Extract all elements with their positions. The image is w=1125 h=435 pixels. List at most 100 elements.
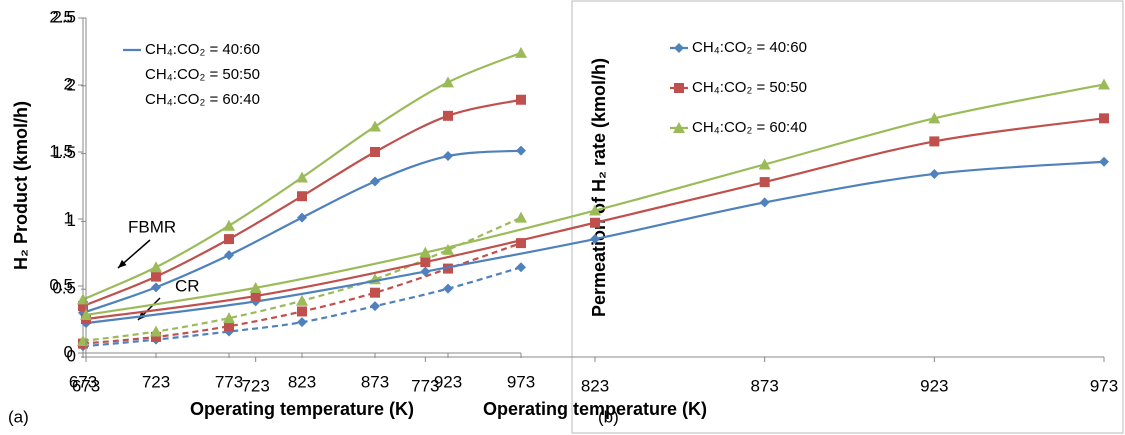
annotation: FBMR: [128, 217, 176, 236]
marker: [1099, 156, 1109, 167]
x-tick-label: 923: [920, 376, 948, 395]
y-axis-title: H₂ Product (kmol/h): [11, 101, 31, 270]
marker: [674, 83, 684, 93]
marker: [150, 325, 162, 337]
marker: [516, 262, 526, 273]
y-axis-title: Permeation of H₂ rate (kmol/h): [589, 58, 609, 317]
arrow-head: [118, 259, 127, 268]
marker: [150, 261, 162, 273]
y-tick-label: 2: [67, 75, 76, 94]
marker: [224, 250, 234, 261]
marker: [759, 197, 770, 208]
marker: [1099, 113, 1109, 124]
marker: [370, 176, 380, 187]
x-tick-label: 873: [750, 376, 778, 395]
legend-label: CH₄:CO₂ = 40:60: [692, 39, 807, 56]
marker: [151, 271, 161, 282]
marker: [590, 234, 600, 245]
x-tick-label: 823: [288, 372, 316, 391]
panel-frame: [571, 0, 1124, 434]
x-tick-label: 723: [142, 372, 170, 391]
marker: [80, 308, 92, 320]
marker: [589, 204, 601, 216]
marker: [443, 263, 453, 274]
panel-label: (a): [8, 407, 29, 426]
panel-label: (b): [598, 407, 619, 426]
marker: [370, 147, 380, 157]
x-tick-label: 973: [1090, 376, 1118, 395]
annotation: CR: [175, 276, 200, 295]
marker: [296, 171, 308, 183]
x-tick-label: 923: [434, 372, 462, 391]
series-line: [82, 98, 522, 308]
marker: [297, 191, 307, 202]
marker: [516, 238, 526, 249]
marker: [223, 312, 235, 324]
marker: [442, 76, 454, 88]
x-axis-title: Operating temperature (K): [190, 399, 414, 419]
marker: [151, 331, 161, 342]
marker: [929, 136, 940, 147]
marker: [296, 294, 308, 306]
marker: [443, 283, 453, 294]
y-tick-label: 0: [67, 346, 76, 365]
marker: [223, 219, 235, 231]
legend-label: CH₄:CO₂ = 50:50: [145, 66, 260, 83]
x-tick-label: 673: [69, 372, 97, 391]
marker: [515, 211, 527, 223]
y-tick-label: 2.5: [49, 7, 73, 26]
marker: [151, 282, 161, 293]
legend-label: CH₄:CO₂ = 60:40: [692, 119, 807, 136]
y-tick-label: 1.5: [49, 141, 73, 160]
marker: [420, 266, 431, 277]
marker: [928, 112, 941, 124]
legend-label: CH₄:CO₂ = 60:40: [145, 91, 260, 108]
x-tick-label: 773: [411, 376, 439, 395]
y-tick-label: 0.5: [49, 275, 73, 294]
marker: [442, 243, 454, 255]
marker: [297, 212, 307, 223]
marker: [370, 301, 380, 312]
marker: [673, 122, 685, 133]
legend-label: CH₄:CO₂ = 50:50: [692, 79, 807, 96]
marker: [420, 257, 431, 268]
y-tick-label: 0.5: [52, 279, 76, 298]
y-tick-label: 2: [64, 74, 73, 93]
marker: [443, 151, 453, 162]
marker: [419, 246, 432, 258]
x-tick-label: 723: [241, 376, 269, 395]
marker: [674, 43, 684, 53]
x-tick-label: 673: [72, 376, 100, 395]
marker: [224, 321, 234, 332]
x-tick-label: 973: [507, 372, 535, 391]
marker: [516, 145, 526, 156]
x-axis-title: Operating temperature (K): [483, 399, 707, 419]
marker: [443, 110, 453, 121]
marker: [77, 293, 89, 305]
marker: [758, 158, 771, 170]
y-tick-label: 1: [64, 208, 73, 227]
marker: [515, 46, 527, 58]
marker: [590, 217, 600, 228]
marker: [249, 281, 262, 293]
x-tick-label: 823: [581, 376, 609, 395]
x-tick-label: 873: [361, 372, 389, 391]
marker: [370, 287, 380, 298]
marker: [224, 234, 234, 245]
marker: [369, 120, 381, 132]
marker: [78, 301, 88, 312]
y-tick-label: 2.5: [52, 7, 76, 26]
y-tick-label: 1: [67, 211, 76, 230]
x-tick-label: 773: [215, 372, 243, 391]
marker: [297, 317, 307, 328]
marker: [759, 177, 770, 188]
marker: [297, 306, 307, 317]
marker: [929, 168, 940, 179]
marker: [250, 290, 261, 301]
y-tick-label: 0: [64, 342, 73, 361]
marker: [1098, 78, 1110, 90]
y-tick-label: 1.5: [52, 143, 76, 162]
